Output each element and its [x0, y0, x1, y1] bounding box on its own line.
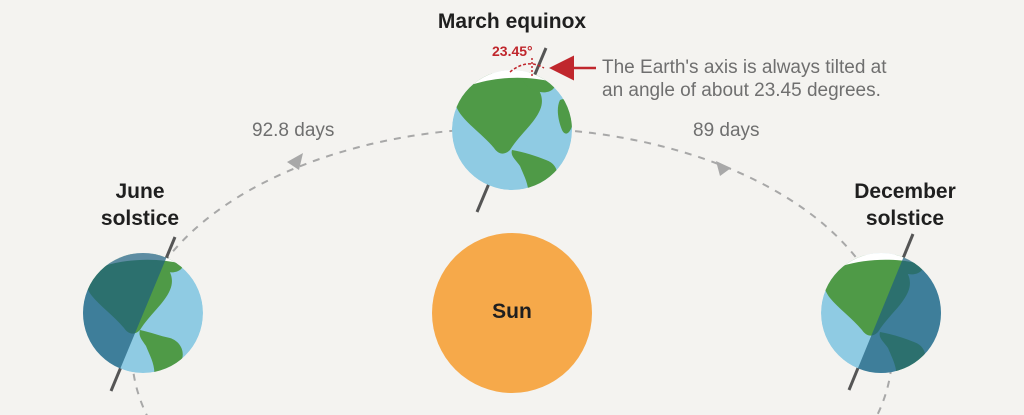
sun: [432, 233, 592, 393]
earth-december-solstice: [821, 233, 941, 391]
label-december-solstice: December solstice: [835, 178, 975, 232]
label-march-equinox: March equinox: [437, 10, 587, 33]
label-sun: Sun: [492, 300, 532, 323]
duration-left: 92.8 days: [252, 120, 335, 141]
label-june-line1: June: [115, 180, 165, 203]
duration-right: 89 days: [693, 120, 760, 141]
tilt-note-line1: The Earth's axis is always tilted at: [602, 57, 887, 78]
earth-march-equinox: [452, 47, 572, 213]
tilt-angle-label: 23.45°: [492, 43, 533, 59]
label-december-line2: solstice: [865, 207, 945, 230]
tilt-angle-indicator: [509, 58, 545, 78]
orbit-direction-arrow-left: [287, 153, 303, 170]
label-june-line2: solstice: [100, 207, 180, 230]
tilt-note: The Earth's axis is always tilted at an …: [602, 56, 1002, 102]
earth-june-solstice: [83, 236, 203, 392]
orbit-direction-arrow-right: [716, 161, 731, 176]
label-june-solstice: June solstice: [70, 178, 210, 232]
label-december-line1: December: [854, 180, 956, 203]
tilt-note-line2: an angle of about 23.45 degrees.: [602, 80, 881, 101]
